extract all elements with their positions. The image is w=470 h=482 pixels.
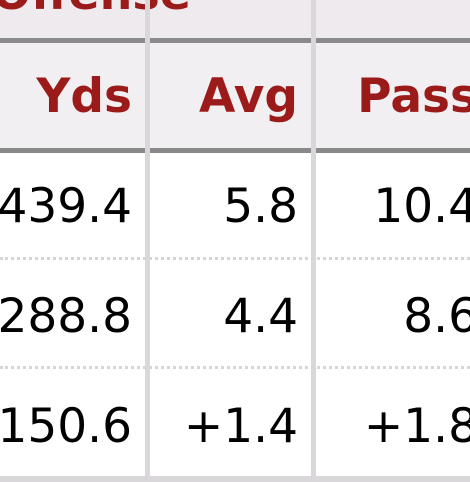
row-separator bbox=[0, 257, 470, 260]
table-cell: 150.6 bbox=[0, 399, 132, 454]
column-header-band bbox=[0, 43, 470, 149]
header-rule bbox=[0, 148, 470, 153]
table-cell: 10.4 bbox=[373, 179, 470, 234]
table-cell: 8.6 bbox=[403, 289, 470, 344]
row-separator bbox=[0, 366, 470, 369]
table-cell: +1.4 bbox=[183, 399, 298, 454]
table-cell: 5.8 bbox=[223, 179, 298, 234]
table-cell: 288.8 bbox=[0, 289, 132, 344]
column-divider bbox=[145, 0, 150, 482]
table-bottom bbox=[0, 476, 470, 482]
group-header-band bbox=[0, 0, 470, 40]
group-title: Offense bbox=[0, 0, 191, 20]
header-rule bbox=[0, 38, 470, 43]
table-cell: 439.4 bbox=[0, 179, 132, 234]
column-header: Yds bbox=[36, 69, 132, 124]
column-divider bbox=[311, 0, 316, 482]
column-header: Avg bbox=[199, 69, 298, 124]
table-cell: +1.8 bbox=[363, 399, 470, 454]
table-cell: 4.4 bbox=[223, 289, 298, 344]
column-header: Pass bbox=[357, 69, 470, 124]
